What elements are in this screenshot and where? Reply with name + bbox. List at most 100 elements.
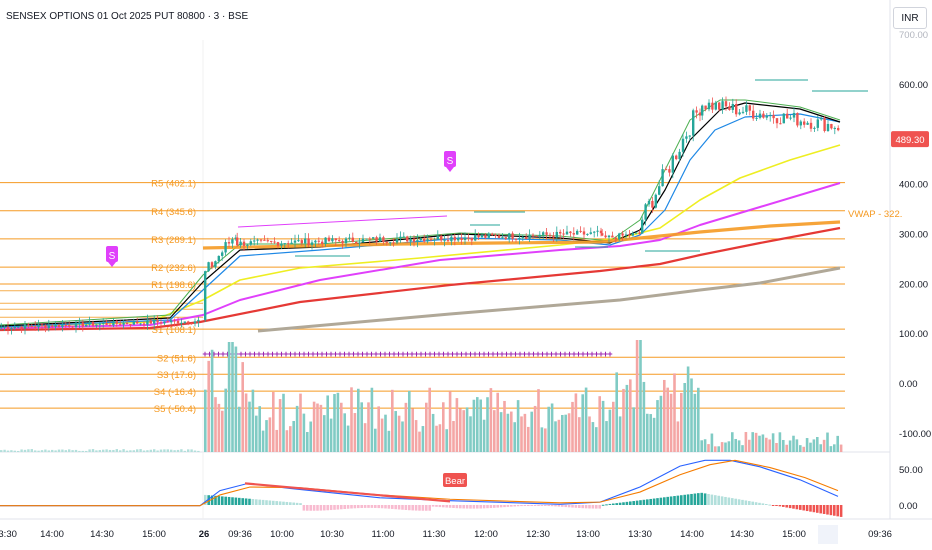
volume-bar	[540, 427, 544, 452]
candle-body	[358, 242, 361, 244]
time-axis[interactable]: 13:30 14:00 14:30 15:00 26 09:36 10:00 10:30 11:…	[0, 525, 892, 544]
pivot-level-label: R2 (232.6)	[151, 263, 196, 274]
candle-body	[321, 241, 324, 245]
cross-marker: +	[297, 349, 302, 359]
volume-bar	[605, 421, 608, 452]
volume-bar	[731, 432, 734, 452]
oscillator-bar	[214, 495, 217, 505]
volume-bar	[741, 445, 744, 452]
oscillator-bar	[333, 505, 336, 510]
cross-marker: +	[396, 349, 401, 359]
volume-bar	[822, 439, 826, 452]
cross-marker: +	[481, 349, 486, 359]
oscillator-bar	[346, 505, 350, 509]
volume-bar	[40, 450, 44, 452]
candle-body	[528, 234, 531, 239]
candle-body	[392, 242, 395, 244]
candle-body	[714, 102, 717, 110]
volume-bar	[329, 418, 333, 452]
volume-bar	[564, 414, 567, 452]
cross-marker: +	[301, 349, 306, 359]
candle-body	[748, 105, 751, 111]
pivot-level-label: R5 (402.1)	[151, 179, 196, 190]
oscillator-bar	[622, 502, 625, 505]
ema-magenta-line	[0, 182, 841, 329]
price-axis[interactable]: 600.00500.00400.00300.00200.00100.000.00…	[891, 30, 931, 512]
candle-body	[37, 324, 40, 328]
time-tick-label: 15:00	[142, 529, 166, 540]
candle-body	[236, 237, 239, 246]
candle-body	[604, 235, 607, 238]
bear-label-box	[443, 473, 467, 487]
price-tick-label: 100.00	[899, 329, 928, 340]
volume-bar	[782, 439, 785, 452]
oscillator-bar	[261, 499, 265, 505]
cross-marker: +	[540, 349, 545, 359]
volume-bar	[17, 450, 20, 452]
oscillator-bar	[523, 505, 527, 506]
volume-bar	[421, 426, 425, 452]
candle-body	[586, 233, 589, 235]
volume-bar	[496, 392, 499, 452]
volume-bar	[581, 394, 584, 452]
oscillator-bar	[697, 493, 700, 505]
candle-body	[816, 119, 819, 128]
candle-body	[129, 323, 132, 325]
signal-marker	[106, 246, 118, 262]
volume-bar	[533, 405, 537, 452]
candle-body	[17, 326, 20, 328]
oscillator-bar	[649, 498, 652, 505]
candle-body	[477, 235, 480, 238]
oscillator-bar	[618, 502, 622, 505]
volume-bar	[839, 444, 843, 452]
volume-bar	[95, 450, 98, 452]
oscillator-bar	[567, 505, 571, 508]
volume-bar	[700, 440, 703, 452]
oscillator-bar	[754, 502, 758, 505]
volume-bar	[727, 441, 731, 452]
volume-bar	[506, 413, 510, 452]
oscillator-bar	[836, 505, 839, 517]
ema-gray-line	[257, 266, 841, 333]
candle-body	[176, 320, 180, 324]
cross-marker: +	[603, 349, 608, 359]
volume-bar	[384, 414, 387, 452]
candle-body	[644, 204, 647, 220]
ema-yellow-line	[0, 144, 841, 328]
price-tick-label: 200.00	[899, 279, 928, 290]
oscillator-bar	[771, 505, 775, 506]
time-highlight	[818, 525, 838, 544]
volume-bar	[435, 425, 438, 452]
volume-bar	[499, 412, 503, 452]
oscillator-bar	[510, 505, 513, 507]
oscillator-bar	[816, 505, 819, 513]
volume-bar	[241, 362, 244, 452]
signal-marker-pointer	[108, 262, 116, 267]
candle-body	[826, 123, 830, 132]
volume-bar	[81, 450, 84, 452]
cross-marker: +	[369, 349, 374, 359]
candle-body	[378, 237, 382, 242]
oscillator-bar	[795, 505, 799, 510]
oscillator-bar	[669, 496, 673, 505]
currency-button[interactable]: INR	[893, 7, 927, 29]
volume-bar	[20, 449, 23, 452]
oscillator-bar	[516, 505, 520, 507]
volume-bar	[363, 423, 367, 452]
oscillator-bar	[741, 499, 744, 505]
volume-bar	[156, 450, 159, 452]
candle-body	[579, 230, 582, 232]
candle-body	[728, 106, 731, 110]
volume-bar	[788, 440, 792, 452]
candle-body	[779, 123, 782, 125]
candle-body	[331, 238, 334, 242]
price-tick-label: -100.00	[899, 429, 931, 440]
volume-bar	[625, 384, 629, 452]
volume-bar	[513, 422, 516, 452]
cross-marker: +	[333, 349, 338, 359]
oscillator-bar	[802, 505, 805, 511]
volume-bar	[37, 450, 40, 452]
time-tick-label: 26	[199, 529, 210, 540]
volume-bar	[6, 450, 10, 452]
